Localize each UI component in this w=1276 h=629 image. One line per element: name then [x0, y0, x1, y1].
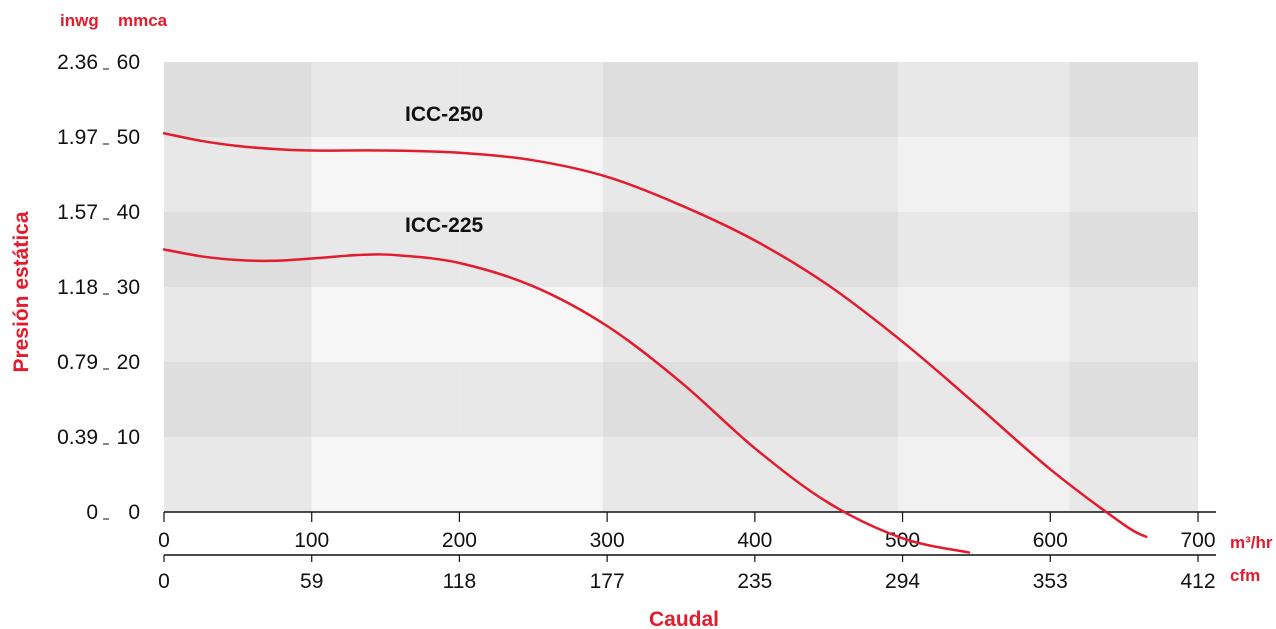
- y-tick-label: 20: [117, 351, 140, 374]
- x-tick-label-secondary: 412: [1180, 570, 1215, 593]
- grid-cell: [898, 287, 1070, 362]
- grid-cell: [459, 362, 603, 437]
- grid-cell: [311, 437, 460, 512]
- grid-cell: [164, 287, 312, 362]
- grid-cell: [459, 287, 603, 362]
- series-label-icc-225: ICC-225: [405, 214, 484, 237]
- x-tick-label-secondary: 353: [1033, 570, 1068, 593]
- x-tick-label: 600: [1033, 529, 1068, 552]
- y-tick-label-inwg: 0.39: [57, 426, 98, 449]
- x-axis: 0010059200118300177400235500294600353700…: [158, 511, 1216, 593]
- grid-cell: [898, 137, 1070, 212]
- y-tick-label: 50: [117, 126, 140, 149]
- grid-cell: [1069, 437, 1198, 512]
- y-tick-label: 30: [117, 276, 140, 299]
- grid-cell: [459, 212, 603, 287]
- x-tick-label: 200: [442, 529, 477, 552]
- x-tick-label-secondary: 0: [158, 570, 170, 593]
- x-tick-label-secondary: 59: [300, 570, 323, 593]
- x-tick-label: 100: [294, 529, 329, 552]
- series-line-icc-250: [162, 132, 1148, 539]
- grid-cell: [1069, 137, 1198, 212]
- x-unit-primary: m³/hr: [1230, 533, 1273, 552]
- x-tick-label: 0: [158, 529, 170, 552]
- grid-cell: [164, 137, 312, 212]
- y-tick-label-inwg: 1.57: [57, 201, 98, 224]
- grid-cell: [1069, 62, 1198, 137]
- grid-cell: [602, 212, 751, 287]
- grid-cell: [1069, 212, 1198, 287]
- grid-cell: [311, 137, 460, 212]
- grid-cell: [459, 137, 603, 212]
- y-tick-label: 0: [128, 501, 140, 524]
- grid-cell: [459, 437, 603, 512]
- x-tick-label-secondary: 118: [443, 570, 476, 593]
- grid-cell: [164, 212, 312, 287]
- y-tick-label-inwg: 2.36: [57, 51, 98, 74]
- grid-cell: [311, 287, 460, 362]
- x-tick-label: 400: [737, 529, 772, 552]
- grid-cell: [750, 212, 899, 287]
- x-tick-label-secondary: 235: [737, 570, 772, 593]
- grid-cell: [1069, 362, 1198, 437]
- grid-cell: [750, 137, 899, 212]
- grid-cell: [602, 287, 751, 362]
- grid-cell: [750, 62, 899, 137]
- grid-cell: [311, 62, 460, 137]
- y-tick-label: 40: [117, 201, 140, 224]
- x-ticks: 0010059200118300177400235500294600353700…: [158, 512, 1216, 593]
- y-unit-left: inwg: [60, 11, 99, 30]
- series-line-icc-225: [162, 248, 971, 554]
- grid-cell: [750, 287, 899, 362]
- grid-cell: [311, 362, 460, 437]
- x-tick-label: 300: [590, 529, 625, 552]
- series-label-icc-250: ICC-250: [405, 103, 483, 126]
- x-tick-label: 700: [1180, 529, 1215, 552]
- y-unit-right: mmca: [118, 11, 168, 30]
- grid-cell: [602, 362, 751, 437]
- grid-cell: [1069, 287, 1198, 362]
- y-tick-label-inwg: 0.79: [57, 351, 98, 374]
- grid-cell: [164, 362, 312, 437]
- y-tick-label-inwg: 1.97: [57, 126, 98, 149]
- x-tick-label-secondary: 294: [885, 570, 920, 593]
- x-unit-secondary: cfm: [1230, 566, 1260, 585]
- grid-cell: [898, 212, 1070, 287]
- y-tick-label: 10: [117, 426, 140, 449]
- grid-cell: [602, 437, 751, 512]
- y-ticks: 0 0 10 0.39 20 0.79 30 1.18 40 1.57 50 1.97 60 2.36: [57, 51, 140, 524]
- grid-cell: [164, 62, 312, 137]
- grid-cell: [602, 62, 751, 137]
- grid-cell: [602, 137, 751, 212]
- grid-cell: [311, 212, 460, 287]
- grid-cell: [898, 437, 1070, 512]
- x-axis-title: Caudal: [649, 608, 719, 629]
- x-tick-label-secondary: 177: [590, 570, 625, 593]
- y-tick-label: 60: [117, 51, 140, 74]
- grid-cell: [164, 437, 312, 512]
- grid-cell: [898, 362, 1070, 437]
- y-tick-label-inwg: 1.18: [57, 276, 98, 299]
- y-tick-label-inwg: 0: [86, 501, 98, 524]
- grid-cell: [750, 362, 899, 437]
- series-lines: [162, 132, 1148, 554]
- plot-background: [164, 62, 1198, 512]
- grid-cell: [459, 62, 603, 137]
- y-axis-title: Presión estática: [10, 211, 33, 372]
- grid-cell: [898, 62, 1070, 137]
